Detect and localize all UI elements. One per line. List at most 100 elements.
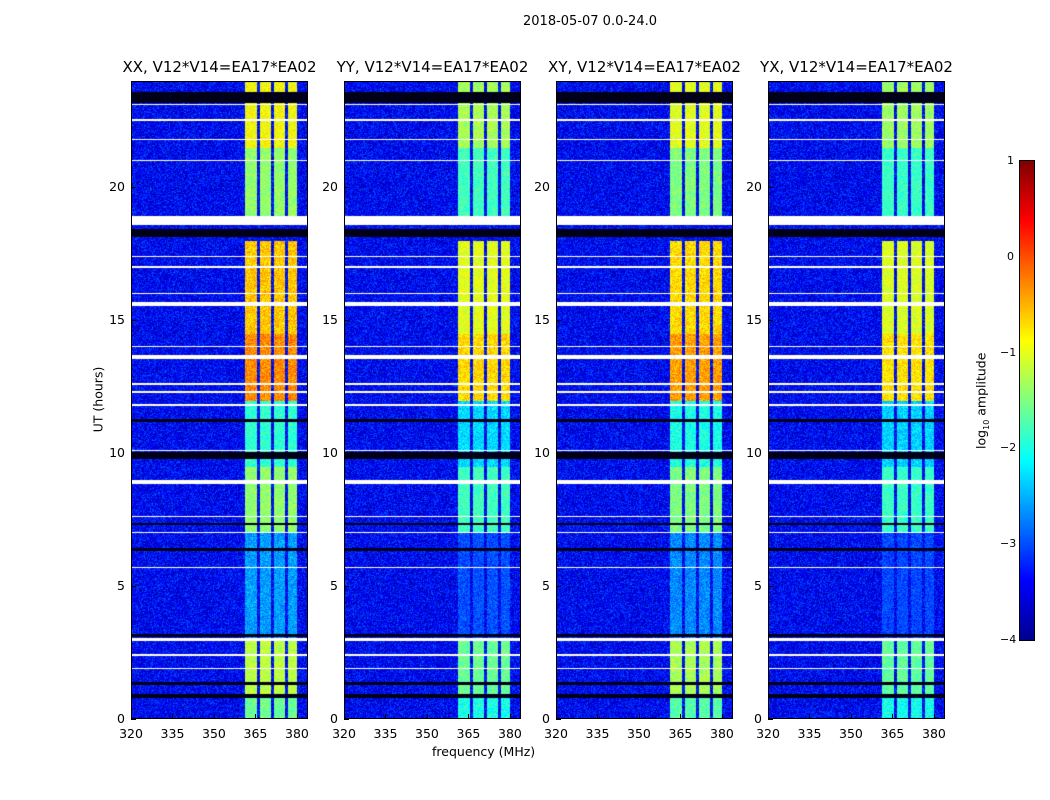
x-tick-label: 380 [710, 726, 734, 741]
heatmap-image [131, 81, 308, 719]
heatmap-panel: XY, V12*V14=EA17*EA02 320 335 350 365 380 0 5 10… [534, 58, 741, 741]
x-tick-label: 320 [756, 726, 780, 741]
x-tick [509, 714, 511, 719]
y-tick [344, 719, 349, 720]
x-tick-label: 350 [627, 726, 651, 741]
y-tick [131, 586, 136, 588]
y-tick [131, 187, 136, 189]
heatmap-panel: XX, V12*V14=EA17*EA02 320 335 350 365 380 0 5 10… [109, 58, 316, 741]
colorbar: 1 0 −1 −2 −3 −4 [1000, 154, 1035, 646]
x-tick [131, 714, 132, 719]
y-tick [556, 320, 561, 322]
heatmap-image [768, 81, 945, 719]
x-tick-label: 365 [243, 726, 268, 741]
y-tick-label: 15 [746, 312, 762, 328]
colorbar-label: log10 amplitude [973, 352, 991, 449]
axes-frame [131, 81, 308, 719]
axes-frame [556, 81, 733, 719]
y-tick-label: 15 [534, 312, 550, 328]
x-tick [892, 714, 894, 719]
y-tick-label: 20 [534, 179, 550, 195]
y-tick [344, 453, 349, 455]
y-tick-label: 10 [109, 445, 125, 461]
y-tick-label: 5 [542, 578, 550, 594]
y-tick [556, 586, 561, 588]
x-tick [556, 714, 557, 719]
colorbar-tick-label: −3 [1000, 537, 1017, 551]
panel-title: YX, V12*V14=EA17*EA02 [760, 58, 953, 76]
heatmap-image [344, 81, 521, 719]
y-tick-label: 0 [117, 711, 125, 726]
y-tick-label: 5 [117, 578, 125, 594]
x-tick-label: 380 [498, 726, 522, 741]
colorbar-tick-label: −2 [1000, 441, 1017, 455]
y-tick [556, 187, 561, 189]
panel-title: XY, V12*V14=EA17*EA02 [548, 58, 741, 76]
x-tick-label: 320 [332, 726, 356, 741]
y-tick [768, 586, 773, 588]
colorbar-tick-label: −1 [1000, 345, 1017, 359]
x-tick-label: 350 [839, 726, 863, 741]
y-tick [768, 719, 773, 720]
x-tick [809, 714, 811, 719]
x-tick [385, 714, 387, 719]
x-tick-label: 350 [415, 726, 439, 741]
y-tick-label: 10 [534, 445, 550, 461]
x-tick-label: 350 [202, 726, 226, 741]
axes-frame [344, 81, 521, 719]
y-tick [768, 187, 773, 189]
x-tick [172, 714, 174, 719]
heatmap-panel: YY, V12*V14=EA17*EA02 320 335 350 365 380 0 5 10… [322, 58, 528, 741]
x-tick [850, 714, 852, 719]
x-tick-label: 365 [456, 726, 481, 741]
y-axis-label: UT (hours) [90, 366, 106, 433]
x-tick [296, 714, 298, 719]
y-tick-label: 15 [322, 312, 338, 328]
x-tick-label: 365 [880, 726, 905, 741]
figure-title: 2018-05-07 0.0-24.0 [523, 14, 657, 29]
panel-title: YY, V12*V14=EA17*EA02 [336, 58, 529, 76]
axes-frame [768, 81, 945, 719]
y-tick-label: 10 [746, 445, 762, 461]
x-tick [426, 714, 428, 719]
y-tick [556, 453, 561, 455]
heatmap-image [556, 81, 733, 719]
x-tick-label: 335 [585, 726, 610, 741]
y-tick-label: 10 [322, 445, 338, 461]
x-tick-label: 365 [668, 726, 693, 741]
colorbar-tick-label: −4 [1000, 633, 1017, 646]
x-tick [255, 714, 257, 719]
panel-title: XX, V12*V14=EA17*EA02 [122, 58, 317, 76]
y-tick-label: 0 [754, 711, 762, 726]
x-tick [597, 714, 599, 719]
y-tick-label: 20 [109, 179, 125, 195]
x-tick [768, 714, 769, 719]
x-tick-label: 335 [797, 726, 822, 741]
x-tick [933, 714, 935, 719]
y-tick [131, 453, 136, 455]
y-tick [131, 719, 136, 720]
x-tick-label: 320 [119, 726, 143, 741]
y-tick [344, 586, 349, 588]
x-axis-label: frequency (MHz) [432, 744, 536, 759]
colorbar-tick-label: 0 [1007, 249, 1014, 263]
y-tick [131, 320, 136, 322]
y-tick-label: 0 [542, 711, 550, 726]
y-tick-label: 5 [330, 578, 338, 594]
y-tick [344, 187, 349, 189]
y-tick-label: 20 [322, 179, 338, 195]
x-tick-label: 335 [160, 726, 185, 741]
x-tick-label: 380 [285, 726, 309, 741]
x-tick [468, 714, 470, 719]
heatmap-panel: YX, V12*V14=EA17*EA02 320 335 350 365 380 0 5 10… [746, 58, 953, 741]
x-tick [721, 714, 723, 719]
x-tick [344, 714, 345, 719]
y-tick [768, 320, 773, 322]
x-tick-label: 380 [922, 726, 946, 741]
y-tick-label: 15 [109, 312, 125, 328]
y-tick-label: 0 [330, 711, 338, 726]
y-tick [556, 719, 561, 720]
x-tick [638, 714, 640, 719]
x-tick [680, 714, 682, 719]
